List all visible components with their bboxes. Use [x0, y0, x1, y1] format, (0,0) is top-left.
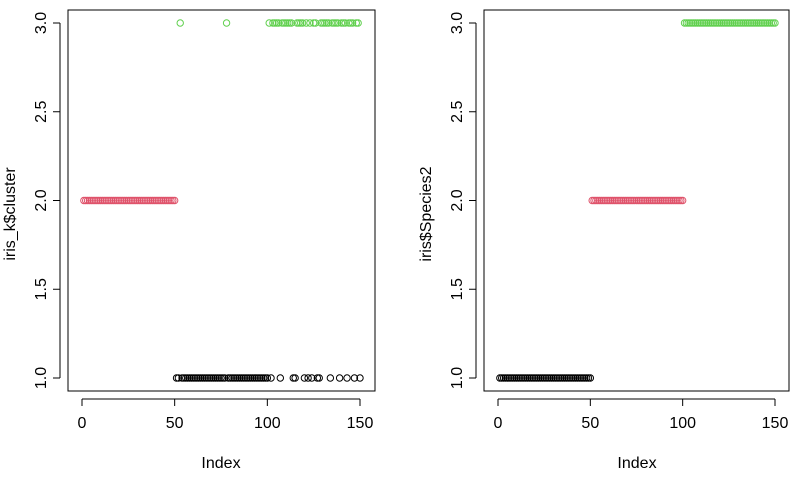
y-tick-label: 3.0 [33, 12, 50, 34]
data-point [311, 19, 320, 27]
y-axis-label: iris$Species2 [418, 166, 435, 261]
x-tick-label: 150 [347, 415, 374, 432]
x-tick-label: 150 [762, 415, 789, 432]
y-tick-label: 1.5 [449, 278, 466, 300]
data-point [341, 19, 349, 27]
y-tick-label: 2.0 [33, 189, 50, 211]
y-axis: 1.0 1.5 2.0 2.5 3.0 [449, 12, 477, 389]
data-point [222, 19, 231, 27]
y-tick-label: 2.5 [449, 101, 466, 123]
data-point [291, 374, 299, 382]
data-point [348, 19, 357, 27]
y-tick-label: 2.5 [33, 101, 50, 123]
y-axis: 1.0 1.5 2.0 2.5 3.0 [33, 12, 61, 389]
data-point [356, 374, 364, 382]
data-point [315, 374, 323, 382]
y-tick-label: 1.5 [33, 278, 50, 300]
y-tick-label: 2.0 [449, 189, 466, 211]
data-points [496, 19, 779, 382]
data-point [267, 374, 275, 382]
data-point [586, 374, 595, 382]
y-tick-label: 1.0 [33, 367, 50, 389]
data-point [265, 19, 273, 27]
x-tick-label: 50 [166, 415, 184, 432]
data-point [300, 374, 309, 382]
x-tick-label: 100 [669, 415, 696, 432]
data-point [176, 19, 184, 27]
data-point [324, 19, 333, 27]
x-axis: 0 50 100 150 [78, 398, 374, 432]
data-point [287, 19, 296, 27]
data-point [276, 374, 285, 382]
data-point [298, 19, 307, 27]
x-axis-label: Index [201, 455, 240, 472]
x-tick-label: 100 [254, 415, 281, 432]
x-axis-label: Index [617, 455, 656, 472]
data-point [274, 19, 283, 27]
data-point [354, 19, 362, 27]
data-point [221, 374, 229, 382]
plot-box [483, 9, 790, 392]
y-tick-label: 3.0 [449, 12, 466, 34]
scatter-plot-cluster: 0 50 100 150 1.0 1.5 2.0 2.5 3.0 Index iris_k$c… [2, 9, 376, 472]
y-axis-label: iris_k$cluster [2, 167, 19, 261]
data-point [326, 374, 335, 382]
scatter-plot-species: 0 50 100 150 1.0 1.5 2.0 2.5 3.0 Index iris$Spe… [418, 9, 790, 472]
data-point [304, 374, 312, 382]
data-point [306, 19, 314, 27]
data-point [263, 374, 272, 382]
data-point [343, 374, 351, 382]
x-tick-label: 0 [78, 415, 87, 432]
x-tick-label: 50 [581, 415, 599, 432]
data-point [334, 19, 342, 27]
plot-box [67, 9, 376, 392]
x-axis: 0 50 100 150 [494, 398, 789, 432]
data-points [80, 19, 364, 382]
data-point [335, 374, 344, 382]
data-point [170, 196, 179, 205]
data-point [350, 374, 359, 382]
x-tick-label: 0 [494, 415, 503, 432]
y-tick-label: 1.0 [449, 367, 466, 389]
data-point [771, 19, 779, 27]
data-point [174, 374, 183, 382]
data-point [302, 19, 310, 27]
data-point [678, 196, 687, 205]
data-point [308, 374, 316, 382]
